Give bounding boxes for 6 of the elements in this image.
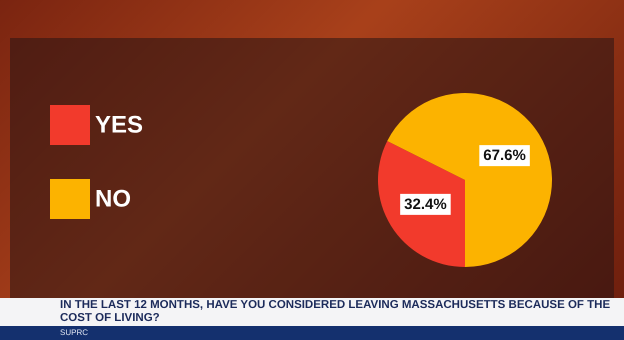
data-label: 67.6%	[483, 147, 526, 164]
text: SUPRC	[0, 326, 624, 340]
legend-label: NO	[95, 186, 131, 212]
data-label: 32.4%	[404, 196, 447, 213]
text: IN THE LAST 12 MONTHS, HAVE YOU CONSIDERED LEAVING MASSACHUSETTS BECAUSE OF THE COST OF LIVING?	[0, 298, 624, 326]
legend-label: YES	[95, 112, 144, 138]
